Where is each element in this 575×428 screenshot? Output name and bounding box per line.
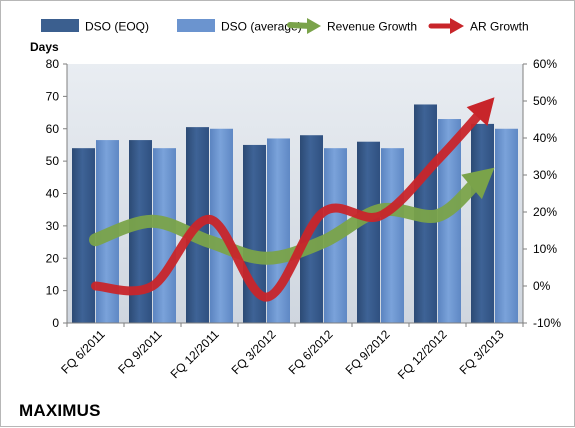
y2-tick-label: 20% — [533, 205, 557, 219]
y2-tick-label: 10% — [533, 242, 557, 256]
y-tick-label: 50 — [46, 154, 60, 168]
bar-dso-average — [438, 119, 461, 323]
y2-tick-label: 0% — [533, 279, 551, 293]
y2-tick-label: 50% — [533, 94, 557, 108]
legend-arrowhead-ar-growth — [450, 18, 464, 34]
x-tick-label: FQ 3/2013 — [457, 327, 507, 377]
y-tick-label: 30 — [46, 219, 60, 233]
y-tick-label: 0 — [52, 316, 59, 330]
legend-swatch-dso-eoq — [41, 19, 79, 32]
bar-dso-eoq — [129, 140, 152, 323]
y-tick-label: 80 — [46, 57, 60, 71]
x-tick-label: FQ 9/2011 — [115, 327, 165, 377]
legend-label-dso-eoq: DSO (EOQ) — [85, 20, 149, 34]
y-axis-label: Days — [30, 40, 59, 54]
y-tick-label: 60 — [46, 122, 60, 136]
x-tick-label: FQ 6/2012 — [286, 327, 336, 377]
x-tick-label: FQ 3/2012 — [229, 327, 279, 377]
bar-dso-eoq — [471, 123, 494, 323]
legend-swatch-dso-average — [177, 19, 215, 32]
company-name: MAXIMUS — [19, 401, 101, 420]
legend-label-dso-average: DSO (average) — [221, 20, 302, 34]
x-tick-label: FQ 12/2011 — [168, 327, 222, 381]
bar-dso-eoq — [72, 148, 95, 323]
ar-growth-line — [91, 109, 485, 302]
bar-dso-average — [381, 148, 404, 323]
y2-tick-label: -10% — [533, 316, 561, 330]
x-tick-label: FQ 6/2011 — [58, 327, 108, 377]
y2-tick-label: 30% — [533, 168, 557, 182]
bar-dso-eoq — [357, 141, 380, 323]
legend-arrowhead-revenue-growth — [307, 18, 321, 34]
y-tick-label: 10 — [46, 284, 60, 298]
bar-dso-average — [495, 128, 518, 323]
y-tick-label: 20 — [46, 251, 60, 265]
y2-tick-label: 40% — [533, 131, 557, 145]
x-tick-label: FQ 9/2012 — [343, 327, 393, 377]
y2-tick-label: 60% — [533, 57, 557, 71]
legend-label-revenue-growth: Revenue Growth — [327, 20, 417, 34]
y-tick-label: 70 — [46, 89, 60, 103]
y-tick-label: 40 — [46, 187, 60, 201]
ar-growth-arrowhead — [466, 97, 495, 126]
x-tick-label: FQ 12/2012 — [395, 327, 450, 382]
revenue-growth-arrowhead — [461, 167, 495, 200]
bar-dso-average — [153, 148, 176, 323]
legend-label-ar-growth: AR Growth — [470, 20, 529, 34]
